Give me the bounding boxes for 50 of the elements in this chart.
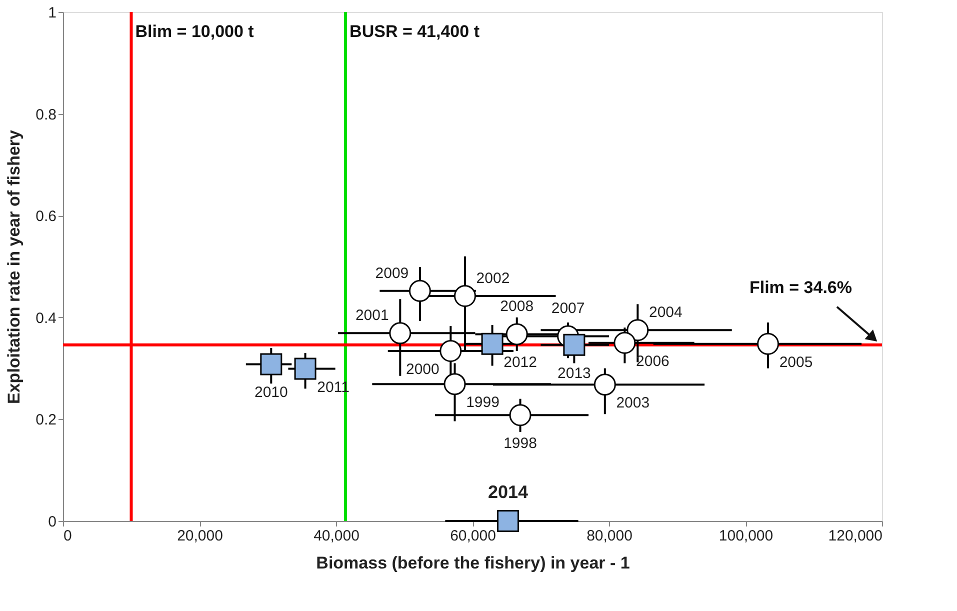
annotation: 1999 (466, 394, 500, 412)
point (496, 510, 519, 532)
annotation: 2009 (375, 264, 409, 282)
point (440, 340, 462, 362)
point (506, 323, 528, 346)
point (594, 374, 616, 396)
point (260, 353, 282, 376)
x-tick-label: 60,000 (450, 528, 496, 544)
point (294, 358, 316, 380)
annotation: 2004 (648, 304, 682, 322)
annotation: 1998 (504, 435, 537, 452)
x-tick-label: 120,000 (828, 528, 882, 544)
x-axis-title: Biomass (before the fishery) in year - 1 (316, 554, 630, 572)
point (481, 332, 504, 355)
ref-line-label: BUSR = 41,400 t (350, 22, 480, 41)
x-tick-label: 0 (64, 528, 72, 544)
x-tick-label: 20,000 (177, 528, 223, 544)
annotation: 2013 (558, 364, 591, 382)
point (389, 322, 412, 344)
annotation: 2000 (406, 360, 440, 378)
point (563, 334, 586, 356)
annotation: 2005 (779, 354, 813, 371)
point (408, 280, 431, 302)
y-tick-label: 0.4 (36, 310, 56, 327)
annotation: 2002 (476, 270, 510, 288)
annotation: 2014 (488, 482, 528, 502)
y-tick-label: 0.6 (36, 208, 56, 226)
ref-line-label: Blim = 10,000 t (135, 22, 254, 41)
y-axis-title: Exploitation rate in year of fishery (4, 129, 24, 404)
annotation: 2007 (551, 300, 585, 318)
y-tick-label: 0 (48, 514, 56, 530)
x-tick-label: 80,000 (586, 528, 632, 544)
point (757, 332, 780, 355)
annotation: 2003 (616, 394, 650, 412)
annotation: 2012 (504, 354, 537, 371)
annotation: 2006 (636, 352, 670, 370)
y-tick-label: 1 (48, 4, 56, 22)
point (454, 285, 476, 307)
ref-line-label: Flim = 34.6% (749, 278, 852, 297)
annotation: 2001 (355, 307, 389, 324)
y-tick-label: 0.8 (36, 106, 56, 124)
point (509, 404, 532, 426)
annotation: 2010 (254, 384, 288, 402)
x-tick-label: 40,000 (314, 528, 360, 544)
point (444, 373, 466, 396)
annotation: 2008 (500, 298, 534, 316)
y-tick-label: 0.2 (36, 412, 56, 429)
point (614, 332, 636, 354)
x-tick-label: 100,000 (718, 528, 774, 544)
point (626, 319, 649, 342)
